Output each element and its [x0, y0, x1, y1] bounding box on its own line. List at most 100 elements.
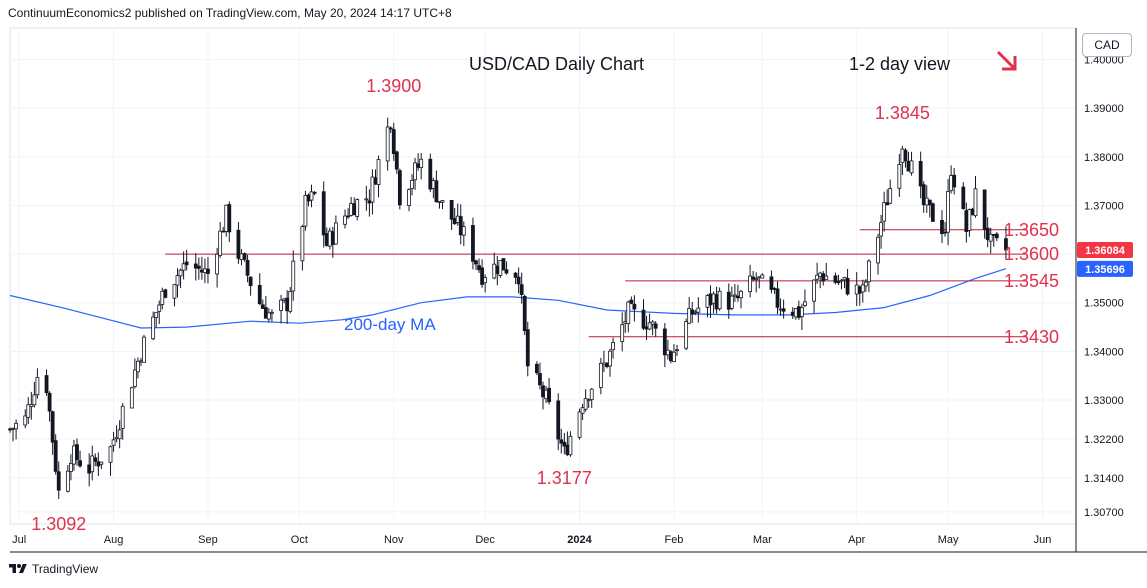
candle[interactable] — [973, 175, 978, 218]
candle[interactable] — [952, 167, 957, 195]
candle[interactable] — [994, 232, 999, 242]
candle[interactable] — [492, 252, 497, 280]
candle[interactable] — [136, 357, 140, 379]
candle[interactable] — [434, 170, 439, 203]
candle[interactable] — [312, 191, 317, 196]
candle[interactable] — [967, 208, 972, 237]
candle[interactable] — [397, 168, 402, 210]
candle[interactable] — [263, 295, 268, 319]
candle[interactable] — [790, 307, 795, 319]
candle[interactable] — [793, 308, 798, 320]
candle[interactable] — [483, 274, 488, 293]
candle[interactable] — [47, 391, 52, 422]
candle[interactable] — [266, 308, 271, 323]
candle[interactable] — [547, 377, 551, 405]
candle[interactable] — [172, 284, 177, 307]
candle[interactable] — [117, 420, 122, 449]
candle[interactable] — [696, 297, 701, 323]
candle[interactable] — [824, 262, 829, 280]
candle[interactable] — [477, 258, 481, 273]
candle[interactable] — [111, 431, 116, 452]
candle[interactable] — [218, 221, 223, 258]
candle[interactable] — [647, 313, 652, 331]
candle[interactable] — [343, 209, 347, 229]
candle[interactable] — [812, 279, 816, 314]
candle[interactable] — [260, 299, 265, 309]
candle[interactable] — [598, 357, 603, 395]
candle[interactable] — [665, 339, 670, 360]
candle[interactable] — [99, 461, 104, 470]
candle[interactable] — [970, 207, 975, 216]
candle[interactable] — [471, 217, 475, 270]
candle[interactable] — [608, 348, 612, 377]
candle[interactable] — [474, 259, 478, 271]
candle[interactable] — [690, 301, 695, 323]
candle[interactable] — [330, 226, 335, 258]
candle[interactable] — [751, 270, 756, 282]
candle[interactable] — [522, 294, 527, 336]
candle[interactable] — [866, 259, 871, 292]
candle[interactable] — [178, 268, 183, 289]
candle[interactable] — [754, 272, 759, 293]
candle[interactable] — [410, 174, 414, 196]
candle[interactable] — [142, 334, 146, 363]
candle[interactable] — [370, 169, 375, 215]
candle[interactable] — [988, 227, 993, 254]
candle[interactable] — [888, 179, 893, 205]
candle[interactable] — [629, 296, 634, 305]
candle[interactable] — [535, 361, 539, 376]
candle[interactable] — [248, 276, 253, 296]
candle[interactable] — [538, 362, 542, 390]
candle[interactable] — [69, 454, 73, 481]
candle[interactable] — [799, 303, 804, 331]
candle[interactable] — [900, 145, 905, 176]
candle[interactable] — [541, 381, 545, 410]
candle[interactable] — [181, 251, 186, 280]
candle[interactable] — [943, 221, 947, 237]
candle[interactable] — [772, 287, 777, 294]
candle[interactable] — [906, 151, 911, 172]
candle[interactable] — [882, 191, 887, 232]
candle[interactable] — [56, 461, 61, 500]
candle[interactable] — [498, 260, 503, 278]
candle[interactable] — [821, 271, 826, 286]
candle[interactable] — [367, 189, 372, 217]
candle[interactable] — [605, 362, 609, 369]
candle[interactable] — [885, 189, 890, 206]
candle[interactable] — [796, 300, 801, 320]
candle[interactable] — [90, 445, 95, 481]
candle[interactable] — [876, 233, 880, 275]
candle[interactable] — [684, 318, 689, 351]
candle[interactable] — [565, 431, 570, 457]
candle[interactable] — [139, 357, 143, 366]
candle[interactable] — [921, 181, 926, 213]
candle[interactable] — [556, 393, 561, 451]
candle[interactable] — [75, 438, 79, 466]
candle[interactable] — [270, 309, 274, 322]
candle[interactable] — [346, 208, 350, 219]
candle[interactable] — [675, 344, 679, 356]
currency-selector[interactable]: CAD — [1082, 33, 1132, 57]
candle[interactable] — [918, 151, 923, 199]
candle[interactable] — [760, 273, 765, 279]
candle[interactable] — [583, 389, 588, 412]
candle[interactable] — [739, 289, 743, 309]
candle[interactable] — [419, 152, 424, 180]
candle[interactable] — [930, 202, 935, 222]
candle[interactable] — [626, 300, 631, 333]
candle[interactable] — [242, 252, 247, 262]
candle[interactable] — [300, 224, 305, 271]
candle[interactable] — [349, 196, 354, 217]
candle[interactable] — [35, 368, 40, 399]
candle[interactable] — [413, 158, 417, 190]
candle[interactable] — [641, 299, 646, 331]
candle[interactable] — [985, 217, 990, 248]
candle[interactable] — [586, 398, 591, 408]
candle[interactable] — [769, 270, 774, 294]
candle[interactable] — [303, 190, 308, 231]
candle[interactable] — [940, 210, 944, 244]
candle[interactable] — [203, 258, 207, 284]
candle[interactable] — [227, 201, 232, 242]
candle[interactable] — [93, 453, 98, 467]
candle[interactable] — [333, 215, 338, 245]
